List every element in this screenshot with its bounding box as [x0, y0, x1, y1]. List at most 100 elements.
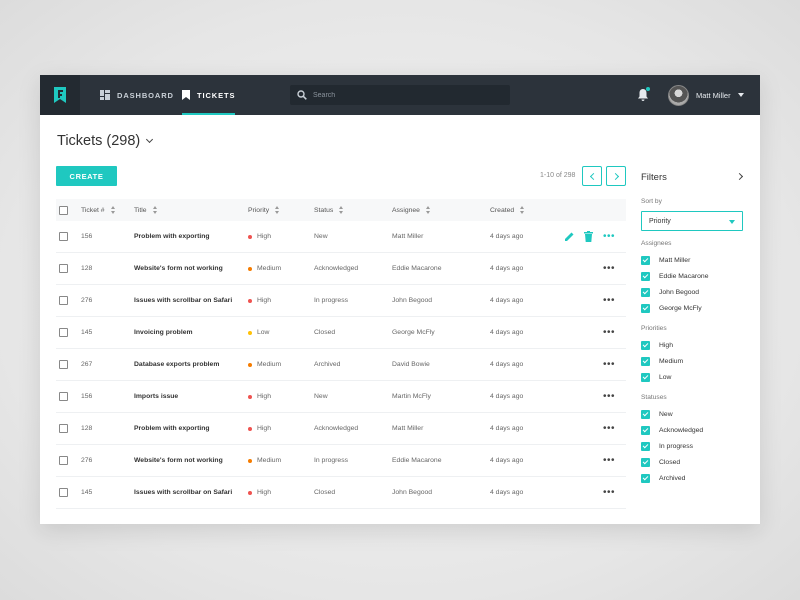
- table-row[interactable]: 145 Invoicing problem Closed George McFly 4 …: [56, 317, 626, 349]
- more-options-icon[interactable]: •••: [603, 487, 616, 498]
- table-row[interactable]: 128 Problem with exporting Acknowledged Mat…: [56, 413, 626, 445]
- more-options-icon[interactable]: •••: [603, 263, 616, 274]
- table-row[interactable]: 276 Issues with scrollbar on Safari In pro…: [56, 285, 626, 317]
- ticket-priority: Medium: [248, 349, 281, 380]
- table-row[interactable]: 128 Website's form not working Acknowledge…: [56, 253, 626, 285]
- ticket-number: 128: [81, 265, 93, 272]
- more-options-icon[interactable]: •••: [603, 231, 616, 242]
- nav-dashboard[interactable]: DASHBOARD: [100, 75, 174, 115]
- column-assignee[interactable]: Assignee: [392, 199, 431, 221]
- previous-page-button[interactable]: [582, 166, 602, 186]
- ticket-assignee: Eddie Macarone: [392, 265, 442, 272]
- page-title-dropdown[interactable]: Tickets (298): [57, 133, 154, 149]
- checked-checkbox[interactable]: [641, 409, 650, 419]
- column-title[interactable]: Title: [134, 199, 158, 221]
- delete-icon[interactable]: [584, 231, 593, 242]
- ticket-priority: High: [248, 413, 271, 444]
- table-row[interactable]: 276 Website's form not working In progress…: [56, 445, 626, 477]
- table-row[interactable]: 156 Imports issue New Martin McFly 4 days ag…: [56, 381, 626, 413]
- checked-checkbox[interactable]: [641, 441, 650, 451]
- filter-option[interactable]: Medium: [641, 353, 744, 369]
- table-row[interactable]: 156 Problem with exporting New Matt Miller 4…: [56, 221, 626, 253]
- filter-option-label: John Begood: [659, 288, 700, 296]
- ticket-priority: High: [248, 285, 271, 316]
- more-options-icon[interactable]: •••: [603, 391, 616, 402]
- filter-option[interactable]: Low: [641, 369, 744, 385]
- sort-by-select[interactable]: Priority: [641, 211, 743, 231]
- row-checkbox[interactable]: [59, 264, 68, 273]
- checked-checkbox[interactable]: [641, 287, 650, 297]
- filter-option[interactable]: Matt Miller: [641, 252, 744, 268]
- ticket-assignee: Martin McFly: [392, 393, 431, 400]
- table-row[interactable]: 267 Database exports problem Archived David…: [56, 349, 626, 381]
- more-options-icon[interactable]: •••: [603, 423, 616, 434]
- checked-checkbox[interactable]: [641, 425, 650, 435]
- filter-option-label: Eddie Macarone: [659, 272, 709, 280]
- checked-checkbox[interactable]: [641, 372, 650, 382]
- filter-option[interactable]: In progress: [641, 438, 744, 454]
- search-bar[interactable]: [290, 85, 510, 105]
- filter-option-label: New: [659, 410, 673, 418]
- ticket-assignee: John Begood: [392, 489, 433, 496]
- row-checkbox[interactable]: [59, 424, 68, 433]
- ticket-assignee: John Begood: [392, 297, 433, 304]
- checked-checkbox[interactable]: [641, 356, 650, 366]
- user-name: Matt Miller: [696, 90, 731, 100]
- more-options-icon[interactable]: •••: [603, 359, 616, 370]
- filters-header[interactable]: Filters: [641, 165, 744, 189]
- next-page-button[interactable]: [606, 166, 626, 186]
- column-created[interactable]: Created: [490, 199, 525, 221]
- more-options-icon[interactable]: •••: [603, 327, 616, 338]
- more-options-icon[interactable]: •••: [603, 295, 616, 306]
- more-options-icon[interactable]: •••: [603, 455, 616, 466]
- filter-option[interactable]: Acknowledged: [641, 422, 744, 438]
- filter-option[interactable]: Archived: [641, 470, 744, 486]
- create-button[interactable]: CREATE: [56, 166, 117, 186]
- row-checkbox[interactable]: [59, 392, 68, 401]
- row-checkbox[interactable]: [59, 296, 68, 305]
- column-ticket[interactable]: Ticket #: [81, 199, 116, 221]
- table-row[interactable]: 145 Issues with scrollbar on Safari Closed…: [56, 477, 626, 509]
- column-created-label: Created: [490, 206, 515, 214]
- filter-option[interactable]: New: [641, 406, 744, 422]
- row-checkbox[interactable]: [59, 456, 68, 465]
- filter-option-label: Medium: [659, 357, 684, 365]
- checked-checkbox[interactable]: [641, 340, 650, 350]
- sort-icon: [425, 206, 431, 214]
- nav-tickets[interactable]: TICKETS: [182, 75, 236, 115]
- column-title-label: Title: [134, 206, 147, 214]
- filter-option[interactable]: Eddie Macarone: [641, 268, 744, 284]
- checked-checkbox[interactable]: [641, 271, 650, 281]
- checked-checkbox[interactable]: [641, 303, 650, 313]
- row-checkbox[interactable]: [59, 232, 68, 241]
- edit-icon[interactable]: [564, 231, 575, 242]
- search-input[interactable]: [313, 91, 493, 99]
- notification-badge: [646, 87, 650, 91]
- app-logo[interactable]: [40, 75, 80, 115]
- notification-bell-icon[interactable]: [637, 88, 649, 102]
- ticket-created: 4 days ago: [490, 233, 524, 240]
- row-checkbox[interactable]: [59, 360, 68, 369]
- ticket-created: 4 days ago: [490, 489, 524, 496]
- filter-option[interactable]: John Begood: [641, 284, 744, 300]
- chevron-right-icon: [611, 172, 620, 181]
- chevron-right-icon: [735, 172, 744, 181]
- row-checkbox[interactable]: [59, 328, 68, 337]
- checked-checkbox[interactable]: [641, 473, 650, 483]
- priority-label: High: [257, 425, 271, 432]
- filter-option[interactable]: High: [641, 337, 744, 353]
- column-status[interactable]: Status: [314, 199, 344, 221]
- checked-checkbox[interactable]: [641, 457, 650, 467]
- checked-checkbox[interactable]: [641, 255, 650, 265]
- filter-option[interactable]: George McFly: [641, 300, 744, 316]
- user-menu[interactable]: Matt Miller: [668, 84, 744, 106]
- column-priority[interactable]: Priority: [248, 199, 280, 221]
- ticket-assignee: Matt Miller: [392, 233, 424, 240]
- ticket-number: 156: [81, 233, 93, 240]
- priorities-filter: Priorities High Medium Low: [641, 325, 744, 385]
- select-all-checkbox[interactable]: [59, 205, 68, 215]
- row-select-cell: [59, 285, 68, 316]
- filter-option[interactable]: Closed: [641, 454, 744, 470]
- filter-option-label: Acknowledged: [659, 426, 704, 434]
- row-checkbox[interactable]: [59, 488, 68, 497]
